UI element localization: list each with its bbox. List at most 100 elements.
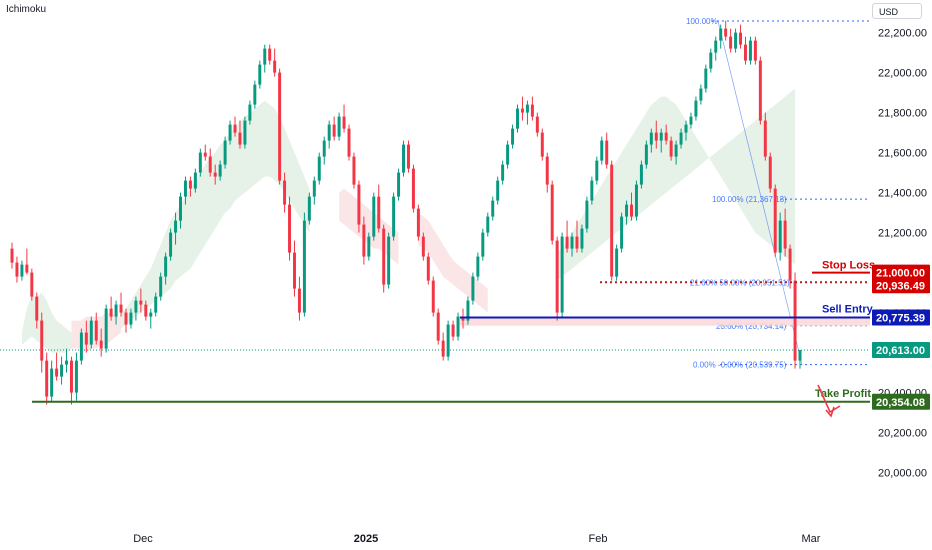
x-tick-label: Dec xyxy=(133,533,153,545)
candle-body xyxy=(317,156,321,181)
candle-body xyxy=(268,48,272,61)
candle-body xyxy=(679,132,683,145)
candle-body xyxy=(743,44,747,61)
candle-body xyxy=(525,104,529,113)
fib-trend-line xyxy=(717,20,803,365)
candle-body xyxy=(639,164,643,185)
candle-body xyxy=(238,132,242,145)
candle-body xyxy=(35,296,39,321)
take-profit-badge-text: 20,354.08 xyxy=(876,397,925,409)
candle-body xyxy=(461,316,465,321)
candle-body xyxy=(570,236,574,249)
candle-body xyxy=(79,332,83,361)
candle-body xyxy=(179,196,182,221)
candle-body xyxy=(288,204,292,253)
candle-body xyxy=(283,180,287,205)
candle-body xyxy=(540,132,544,157)
candle-body xyxy=(297,288,301,313)
candle-body xyxy=(233,124,237,133)
fib-label: 100.00% (21,367.13) xyxy=(712,195,787,204)
level-name-take-profit: Take Profit xyxy=(815,388,871,400)
candle-body xyxy=(511,128,515,145)
cloud-segment xyxy=(418,212,488,313)
candle-body xyxy=(441,340,445,357)
candle-body xyxy=(402,144,406,173)
candle-body xyxy=(342,116,346,129)
candle-body xyxy=(332,124,336,137)
candle-body xyxy=(694,100,698,117)
candle-body xyxy=(714,40,718,53)
downward-arrow-icon xyxy=(817,384,841,418)
candle-body xyxy=(55,368,59,377)
candle-body xyxy=(659,132,663,141)
candle-body xyxy=(74,360,78,393)
candlestick-series xyxy=(10,20,802,405)
candle-body xyxy=(545,156,549,185)
candle-body xyxy=(426,256,430,281)
candle-body xyxy=(580,228,584,249)
candle-body xyxy=(516,108,519,129)
candle-body xyxy=(411,168,415,209)
candle-body xyxy=(89,320,93,345)
candle-body xyxy=(20,264,24,277)
candle-body xyxy=(273,60,277,73)
candle-body xyxy=(550,184,554,241)
candle-body xyxy=(406,144,410,169)
trade-levels: Stop Loss Sell Entry Take Profit xyxy=(32,260,875,403)
candle-body xyxy=(322,140,326,157)
cloud-segment xyxy=(121,100,310,329)
candle-body xyxy=(99,340,103,349)
candle-body xyxy=(595,160,599,181)
candle-body xyxy=(69,360,73,393)
candle-body xyxy=(248,104,252,121)
candle-body xyxy=(15,262,19,277)
candle-body xyxy=(119,304,123,313)
candle-body xyxy=(243,120,247,145)
candle-body xyxy=(501,164,505,181)
arrow-shaft xyxy=(817,384,841,414)
take-profit-badge xyxy=(872,393,930,410)
candle-body xyxy=(213,172,217,177)
candle-body xyxy=(605,140,609,165)
candle-body xyxy=(159,276,163,297)
candle-body xyxy=(25,264,29,273)
candle-body xyxy=(228,124,232,141)
candle-body xyxy=(481,232,485,257)
stop-loss-badge xyxy=(872,264,930,281)
candle-body xyxy=(109,308,113,317)
candle-body xyxy=(302,220,306,313)
candle-body xyxy=(699,88,703,101)
candle-body xyxy=(362,224,366,257)
candle-body xyxy=(471,276,475,301)
candle-body xyxy=(625,204,629,217)
candle-body xyxy=(129,312,133,325)
x-tick-label: Feb xyxy=(589,533,608,545)
candle-body xyxy=(149,312,153,317)
candle-body xyxy=(615,248,619,277)
x-axis[interactable]: Dec 2025 Feb Mar xyxy=(133,533,821,545)
candle-body xyxy=(724,28,728,37)
candle-body xyxy=(198,152,202,173)
candle-body xyxy=(139,300,143,305)
candle-body xyxy=(436,312,440,341)
candle-body xyxy=(491,200,495,217)
y-tick-label: 21,800.00 xyxy=(878,108,927,120)
candle-body xyxy=(188,180,192,189)
y-tick-label: 21,400.00 xyxy=(878,188,927,200)
current-price-badge xyxy=(872,342,930,358)
candle-body xyxy=(397,172,401,197)
candle-body xyxy=(486,216,490,233)
candle-body xyxy=(347,128,351,157)
candle-body xyxy=(203,152,207,157)
currency-selector[interactable]: USD xyxy=(872,3,922,19)
y-tick-label: 22,200.00 xyxy=(878,28,927,40)
candle-body xyxy=(763,120,767,157)
y-tick-label: 22,000.00 xyxy=(878,68,927,80)
candle-body xyxy=(183,180,187,197)
fib-price-badge xyxy=(872,277,930,294)
candle-body xyxy=(154,296,158,313)
candle-body xyxy=(496,180,500,201)
ichimoku-cloud xyxy=(21,88,796,353)
candle-body xyxy=(620,216,624,249)
